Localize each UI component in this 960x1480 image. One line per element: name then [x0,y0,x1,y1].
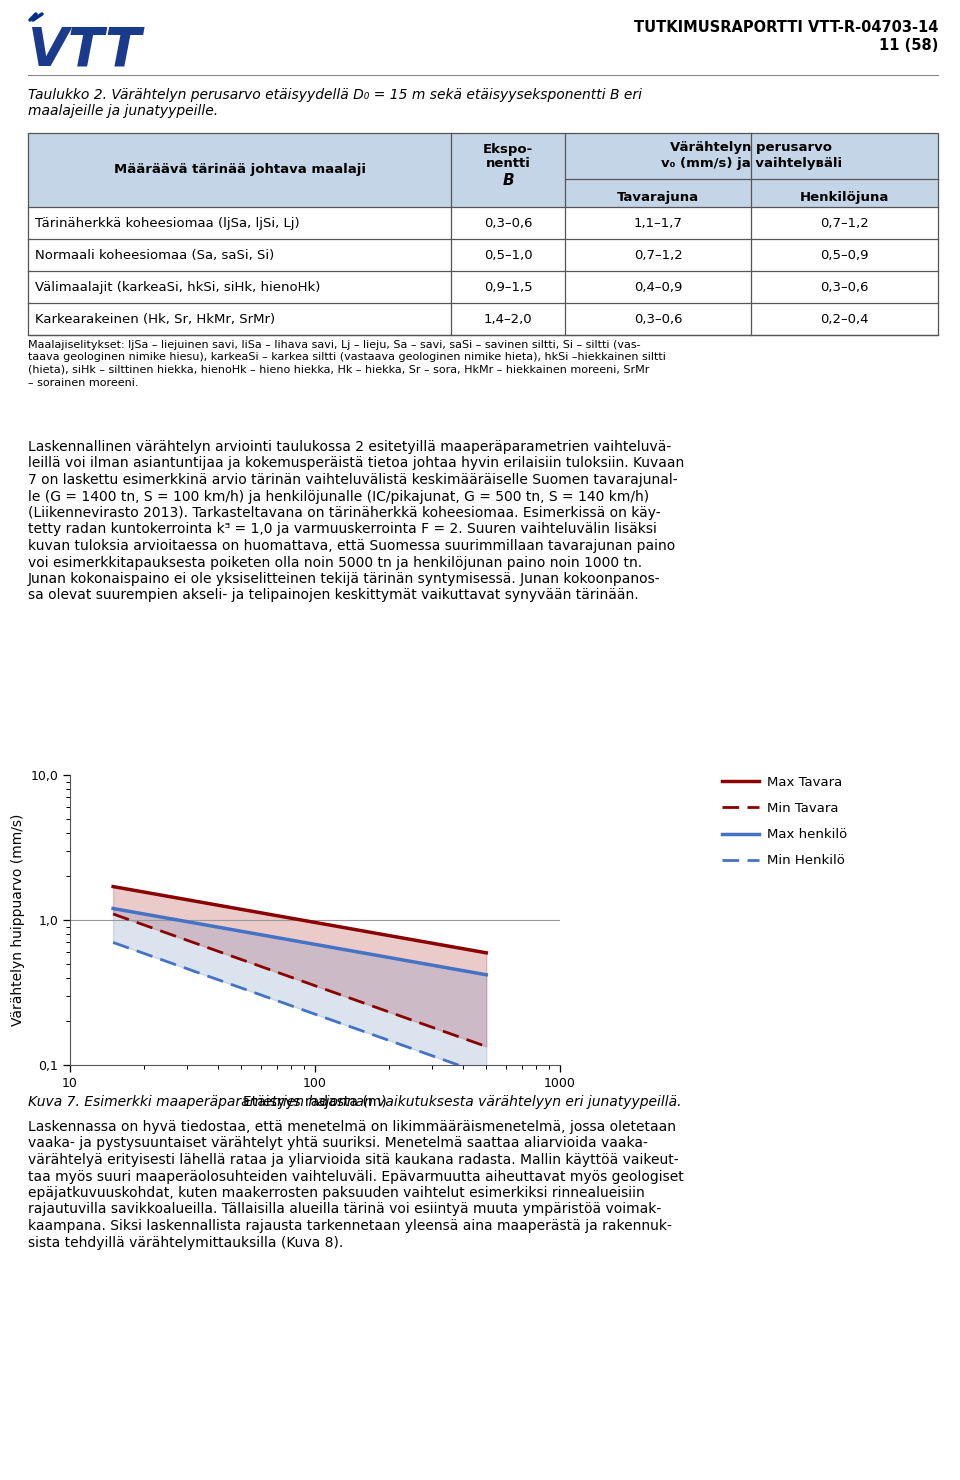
Bar [451,133,564,207]
Text: Määräävä tärinää johtava maalaji: Määräävä tärinää johtava maalaji [113,163,366,176]
Text: epäjatkuvuuskohdat, kuten maakerrosten paksuuden vaihtelut esimerkiksi rinnealue: epäjatkuvuuskohdat, kuten maakerrosten p… [28,1185,645,1200]
Text: nentti: nentti [486,157,531,170]
Text: 0,9–1,5: 0,9–1,5 [484,281,533,293]
Text: VTT: VTT [28,24,142,75]
Text: 0,7–1,2: 0,7–1,2 [634,249,683,262]
Text: 1,4–2,0: 1,4–2,0 [484,312,533,326]
Text: Junan kokonaispaino ei ole yksiselitteinen tekijä tärinän syntymisessä. Junan ko: Junan kokonaispaino ei ole yksiselittein… [28,571,660,586]
Text: maalajeille ja junatyypeille.: maalajeille ja junatyypeille. [28,104,218,118]
Text: (Liikennevirasto 2013). Tarkasteltavana on tärinäherkkä koheesiomaa. Esimerkissä: (Liikennevirasto 2013). Tarkasteltavana … [28,506,660,519]
Text: v₀ (mm/s) ja vaihtelувäli: v₀ (mm/s) ja vaihtelувäli [660,157,842,170]
Text: 0,5–0,9: 0,5–0,9 [821,249,869,262]
Text: – sorainen moreeni.: – sorainen moreeni. [28,377,138,388]
Text: Karkearakeinen (Hk, Sr, HkMr, SrMr): Karkearakeinen (Hk, Sr, HkMr, SrMr) [35,312,276,326]
Text: tetty radan kuntokerrointa kᴲ = 1,0 ja varmuuskerrointa F = 2. Suuren vaihteluvä: tetty radan kuntokerrointa kᴲ = 1,0 ja v… [28,522,657,536]
Text: 0,4–0,9: 0,4–0,9 [634,281,683,293]
Bar [28,133,451,207]
Bar [28,133,938,334]
Text: Normaali koheesiomaa (Sa, saSi, Si): Normaali koheesiomaa (Sa, saSi, Si) [35,249,275,262]
Text: B: B [502,173,514,188]
Text: leillä voi ilman asiantuntijaa ja kokemusperäistä tietoa johtaa hyvin erilaisiin: leillä voi ilman asiantuntijaa ja kokemu… [28,456,684,471]
Text: 0,3–0,6: 0,3–0,6 [821,281,869,293]
Text: 1,1–1,7: 1,1–1,7 [634,216,683,229]
Text: Tärinäherkkä koheesiomaa (ljSa, ljSi, Lj): Tärinäherkkä koheesiomaa (ljSa, ljSi, Lj… [35,216,300,229]
Text: 0,2–0,4: 0,2–0,4 [821,312,869,326]
Y-axis label: Värähtelyn huippuarvo (mm/s): Värähtelyn huippuarvo (mm/s) [11,814,25,1026]
Text: Värähtelyn perusarvo: Värähtelyn perusarvo [670,141,832,154]
Text: taa myös suuri maaperäolosuhteiden vaihteluväli. Epävarmuutta aiheuttavat myös g: taa myös suuri maaperäolosuhteiden vaiht… [28,1169,684,1184]
Text: (hieta), siHk – silttinen hiekka, hienoHk – hieno hiekka, Hk – hiekka, Sr – sora: (hieta), siHk – silttinen hiekka, hienoH… [28,366,649,374]
Legend: Max Tavara, Min Tavara, Max henkilö, Min Henkilö: Max Tavara, Min Tavara, Max henkilö, Min… [722,776,848,867]
Text: 0,5–1,0: 0,5–1,0 [484,249,533,262]
Text: TUTKIMUSRAPORTTI VTT-R-04703-14: TUTKIMUSRAPORTTI VTT-R-04703-14 [634,21,938,36]
Text: kuvan tuloksia arvioitaessa on huomattava, että Suomessa suurimmillaan tavarajun: kuvan tuloksia arvioitaessa on huomattav… [28,539,675,554]
Text: 0,7–1,2: 0,7–1,2 [821,216,869,229]
Text: 7 on laskettu esimerkkinä arvio tärinän vaihteluvälistä keskimääräiselle Suomen : 7 on laskettu esimerkkinä arvio tärinän … [28,474,678,487]
Bar [752,133,938,207]
Text: Välimaalajit (karkeaSi, hkSi, siHk, hienoHk): Välimaalajit (karkeaSi, hkSi, siHk, hien… [35,281,321,293]
Text: sista tehdyillä värähtelymittauksilla (Kuva 8).: sista tehdyillä värähtelymittauksilla (K… [28,1236,344,1249]
Text: 0,3–0,6: 0,3–0,6 [634,312,683,326]
Text: Ekspo-: Ekspo- [483,144,533,155]
Text: le (G = 1400 tn, S = 100 km/h) ja henkilöjunalle (IC/pikajunat, G = 500 tn, S = : le (G = 1400 tn, S = 100 km/h) ja henkil… [28,490,649,503]
Text: Laskennallinen värähtelyn arviointi taulukossa 2 esitetyillä maaperäparametrien : Laskennallinen värähtelyn arviointi taul… [28,440,671,454]
Text: Maalajiselitykset: ljSa – liejuinen savi, liSa – lihava savi, Lj – lieju, Sa – s: Maalajiselitykset: ljSa – liejuinen savi… [28,340,640,349]
Text: vaaka- ja pystysuuntaiset värähtelyt yhtä suuriksi. Menetelmä saattaa aliarvioid: vaaka- ja pystysuuntaiset värähtelyt yht… [28,1137,648,1150]
Text: Kuva 7. Esimerkki maaperäparametrien hajonnan vaikutuksesta värähtelyyn eri juna: Kuva 7. Esimerkki maaperäparametrien haj… [28,1095,682,1109]
Text: 0,3–0,6: 0,3–0,6 [484,216,532,229]
X-axis label: Etäisyys radasta (m): Etäisyys radasta (m) [243,1095,387,1110]
Text: 11 (58): 11 (58) [878,38,938,53]
Text: Taulukko 2. Värähtelyn perusarvo etäisyydellä D₀ = 15 m sekä etäisyyseksponentti: Taulukko 2. Värähtelyn perusarvo etäisyy… [28,87,642,102]
Bar [564,133,752,207]
Text: rajautuvilla savikkoalueilla. Tällaisilla alueilla tärinä voi esiintyä muuta ymp: rajautuvilla savikkoalueilla. Tällaisill… [28,1202,661,1217]
Text: Henkilöjuna: Henkilöjuna [800,191,889,203]
Text: taava geologinen nimike hiesu), karkeaSi – karkea siltti (vastaava geologinen ni: taava geologinen nimike hiesu), karkeaSi… [28,352,666,363]
Text: kaampana. Siksi laskennallista rajausta tarkennetaan yleensä aina maaperästä ja : kaampana. Siksi laskennallista rajausta … [28,1220,672,1233]
Text: Tavarajuna: Tavarajuna [617,191,699,203]
Text: sa olevat suurempien akseli- ja telipainojen keskittymät vaikuttavat synyvään tä: sa olevat suurempien akseli- ja telipain… [28,589,638,602]
Text: voi esimerkkitapauksesta poiketen olla noin 5000 tn ja henkilöjunan paino noin 1: voi esimerkkitapauksesta poiketen olla n… [28,555,642,570]
Text: värähtelyä erityisesti lähellä rataa ja yliarvioida sitä kaukana radasta. Mallin: värähtelyä erityisesti lähellä rataa ja … [28,1153,679,1168]
Text: Laskennassa on hyvä tiedostaa, että menetelmä on likimmääräismenetelmä, jossa ol: Laskennassa on hyvä tiedostaa, että mene… [28,1120,676,1134]
